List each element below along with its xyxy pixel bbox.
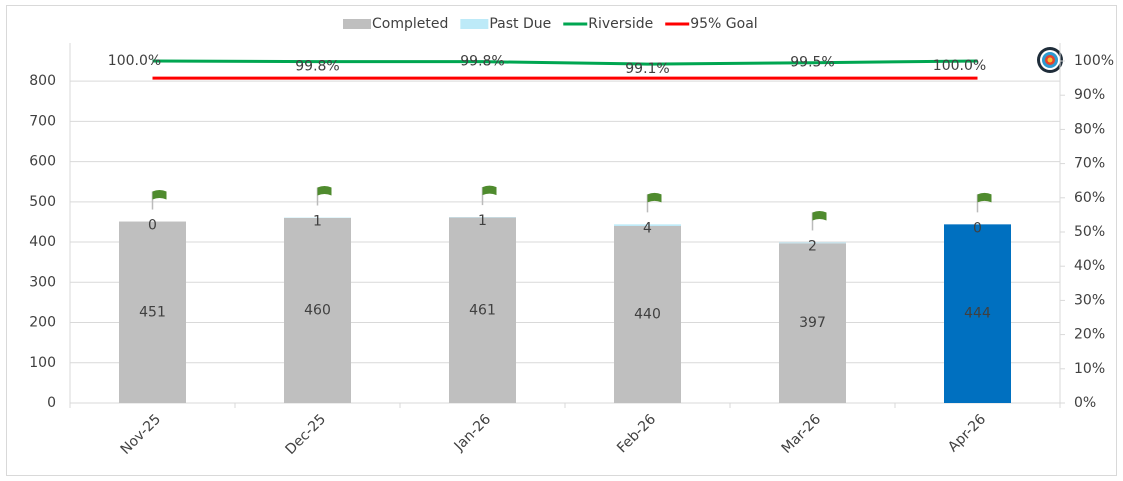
line-value-label: 99.8% xyxy=(460,54,504,70)
flag-cloth xyxy=(647,192,662,203)
bar xyxy=(119,221,186,403)
flag-icon xyxy=(811,210,827,231)
flag-cloth xyxy=(152,190,167,200)
bar-value-label: 444 xyxy=(964,306,991,322)
bar-value-label: 460 xyxy=(304,302,331,318)
flag-cloth xyxy=(482,185,497,196)
line-value-label: 99.1% xyxy=(625,61,669,77)
flag-icon xyxy=(481,185,497,206)
bar-value-label: 397 xyxy=(799,315,826,331)
y2-tick-label: 90% xyxy=(1074,87,1105,103)
y-tick-label: 800 xyxy=(29,73,56,89)
flag-icon xyxy=(976,192,992,213)
y-tick-label: 100 xyxy=(29,355,56,371)
bar-value-label: 440 xyxy=(634,306,661,322)
bar xyxy=(944,224,1011,403)
bar xyxy=(779,242,846,244)
bar xyxy=(614,225,681,403)
y2-tick-label: 70% xyxy=(1074,156,1105,172)
y2-tick-label: 40% xyxy=(1074,258,1105,274)
bar-value-label: 1 xyxy=(313,214,322,230)
bar xyxy=(779,243,846,403)
flag-icon xyxy=(316,186,332,206)
legend-label: Riverside xyxy=(588,16,653,32)
y2-tick-label: 30% xyxy=(1074,292,1105,308)
bar-value-label: 461 xyxy=(469,302,496,318)
bar xyxy=(614,224,681,226)
y2-tick-label: 50% xyxy=(1074,224,1105,240)
y2-tick-label: 20% xyxy=(1074,327,1105,343)
legend-label: Completed xyxy=(372,16,448,32)
flag-icon xyxy=(151,190,167,210)
bar xyxy=(449,217,516,403)
y-tick-label: 600 xyxy=(29,154,56,170)
bar-value-label: 0 xyxy=(148,218,157,234)
y-tick-label: 700 xyxy=(29,113,56,129)
legend-swatch xyxy=(460,19,489,29)
y-tick-label: 0 xyxy=(47,395,56,411)
line-value-label: 99.8% xyxy=(295,59,339,75)
y-tick-label: 400 xyxy=(29,234,56,250)
bar xyxy=(284,217,351,403)
flag-cloth xyxy=(317,186,332,196)
line-value-label: 99.5% xyxy=(790,55,834,71)
line-series xyxy=(152,59,978,66)
legend-label: Past Due xyxy=(489,16,551,32)
y2-tick-label: 0% xyxy=(1074,395,1096,411)
flag-cloth xyxy=(812,210,827,221)
y-tick-label: 500 xyxy=(29,194,56,210)
chart-frame xyxy=(6,5,1117,476)
bar-value-label: 451 xyxy=(139,304,166,320)
y2-tick-label: 100% xyxy=(1074,53,1114,69)
flag-icon xyxy=(646,192,662,213)
line-value-label: 100.0% xyxy=(108,53,161,69)
y-tick-label: 300 xyxy=(29,274,56,290)
bar-value-label: 1 xyxy=(478,213,487,229)
bar-value-label: 2 xyxy=(808,238,817,254)
legend-label: 95% Goal xyxy=(690,16,757,32)
y2-tick-label: 10% xyxy=(1074,361,1105,377)
bar-value-label: 0 xyxy=(973,220,982,236)
bar-value-label: 4 xyxy=(643,220,652,236)
legend-swatch xyxy=(343,19,371,29)
y-tick-label: 200 xyxy=(29,315,56,331)
y2-tick-label: 80% xyxy=(1074,121,1105,137)
y2-tick-label: 60% xyxy=(1074,190,1105,206)
target-icon xyxy=(1037,47,1063,73)
line-value-label: 100.0% xyxy=(933,58,986,74)
flag-cloth xyxy=(977,192,992,203)
